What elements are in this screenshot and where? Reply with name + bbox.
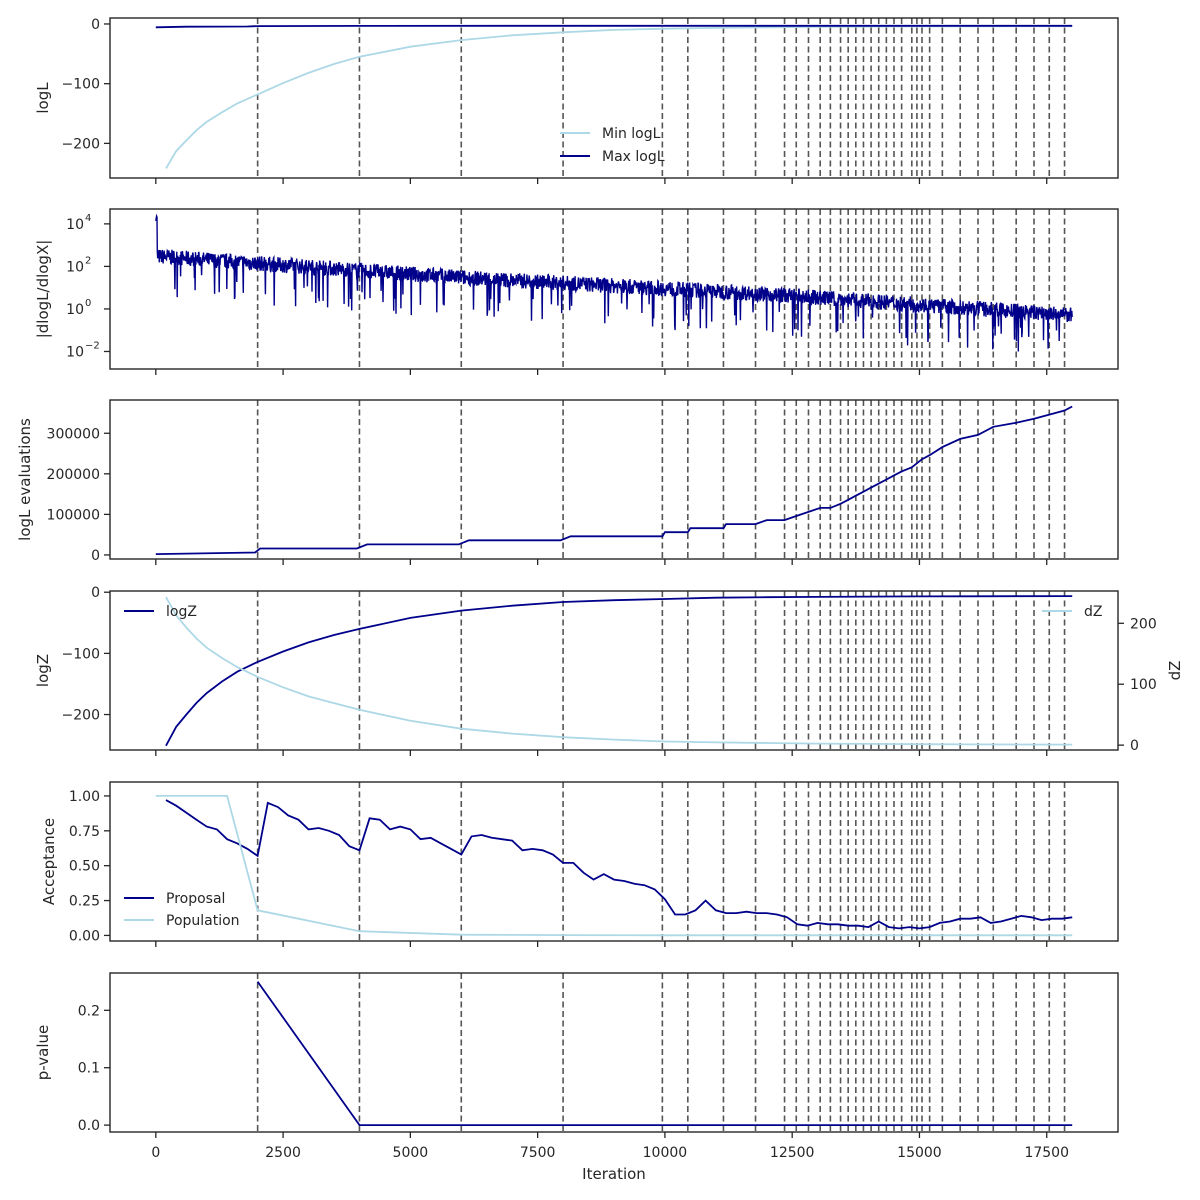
legend-label-logz: logZ xyxy=(166,604,197,620)
x-tick-label: 2500 xyxy=(265,1145,301,1161)
axes-frame xyxy=(109,399,1119,560)
y-tick-label: 0.0 xyxy=(78,1118,100,1134)
y-tick-label: 0.2 xyxy=(78,1003,100,1019)
y-tick-label: 100000 xyxy=(47,507,100,523)
y-tick-label: 10 xyxy=(66,302,84,318)
y2-tick-label: 100 xyxy=(1130,677,1157,693)
y-tick-label: 1.00 xyxy=(69,789,100,805)
axes-frame xyxy=(109,17,1119,179)
series-line-2 xyxy=(155,405,1073,555)
y-axis-label: Acceptance xyxy=(40,818,58,905)
y-tick-exponent: 2 xyxy=(85,255,91,266)
x-tick-label: 12500 xyxy=(770,1145,815,1161)
y-tick-label: 300000 xyxy=(47,426,100,442)
series-line-min-logl xyxy=(165,25,1073,169)
x-tick-label: 0 xyxy=(151,1145,160,1161)
series-line-proposal xyxy=(165,799,1073,930)
x-tick-label: 15000 xyxy=(897,1145,942,1161)
x-tick-label: 10000 xyxy=(643,1145,688,1161)
y-tick-label: 0.25 xyxy=(69,894,100,910)
y-axis-label: logL xyxy=(34,82,52,114)
y-tick-label: −200 xyxy=(62,708,100,724)
y-tick-label: 10 xyxy=(66,259,84,275)
y-axis-label: |dlogL/dlogX| xyxy=(34,240,52,339)
x-tick-label: 7500 xyxy=(520,1145,556,1161)
y-tick-label: 10 xyxy=(66,217,84,233)
y-tick-label: 0 xyxy=(91,17,100,33)
axes-frame xyxy=(109,972,1119,1133)
y-tick-label: −100 xyxy=(62,77,100,93)
y-tick-exponent: 4 xyxy=(85,213,91,224)
series-line-dz xyxy=(165,596,1073,746)
legend-label-population: Population xyxy=(166,913,240,929)
x-axis-label: Iteration xyxy=(582,1165,646,1183)
y-tick-label: 10 xyxy=(66,344,84,360)
y-tick-label: 200000 xyxy=(47,467,100,483)
y-tick-label: 0 xyxy=(91,548,100,564)
axes-frame xyxy=(109,208,1119,370)
y-axis-label: logZ xyxy=(34,654,52,687)
y2-tick-label: 200 xyxy=(1130,616,1157,632)
legend-label-min-logl: Min logL xyxy=(602,126,661,142)
y-axis-label: logL evaluations xyxy=(16,418,34,541)
series-line-max-logl xyxy=(155,24,1073,29)
y-tick-label: 0.1 xyxy=(78,1061,100,1077)
panel-3: 0 100000 200000 300000 logL evaluations xyxy=(16,399,1119,565)
y-tick-label: 0.00 xyxy=(69,928,100,944)
y-axis-label: p-value xyxy=(34,1025,52,1081)
series-line-logz xyxy=(165,595,1073,747)
series-line-5 xyxy=(256,981,1073,1126)
x-tick-label: 17500 xyxy=(1024,1145,1069,1161)
axes-frame xyxy=(109,781,1119,942)
panel-1: 0 −100 −200 logL Min logL Max logL xyxy=(34,17,1119,184)
panel-5: 0.00 0.25 0.50 0.75 1.00 Acceptance Proposal Po… xyxy=(40,781,1119,947)
series-line-1 xyxy=(155,213,1073,352)
panel-6: 0 2500 5000 7500 10000 12500 15000 17500 0.0 0.1 0… xyxy=(34,972,1119,1161)
axes-frame xyxy=(109,590,1119,751)
legend-label-dz: dZ xyxy=(1084,604,1102,620)
y-tick-label: −100 xyxy=(62,646,100,662)
y-tick-exponent: −2 xyxy=(85,340,100,351)
y-tick-label: 0.75 xyxy=(69,824,100,840)
y-tick-label: 0.50 xyxy=(69,859,100,875)
x-tick-label: 5000 xyxy=(393,1145,429,1161)
y2-tick-label: 0 xyxy=(1130,738,1139,754)
y2-axis-label: dZ xyxy=(1166,661,1184,681)
series-line-population xyxy=(155,795,1073,937)
y-tick-label: −200 xyxy=(62,136,100,152)
panel-4: 0 −100 −200 logZ 0 100 200 dZ logZ dZ xyxy=(34,585,1184,756)
legend-label-max-logl: Max logL xyxy=(602,149,665,165)
legend-label-proposal: Proposal xyxy=(166,891,225,907)
y-tick-label: 0 xyxy=(91,585,100,601)
y-tick-exponent: 0 xyxy=(85,298,91,309)
